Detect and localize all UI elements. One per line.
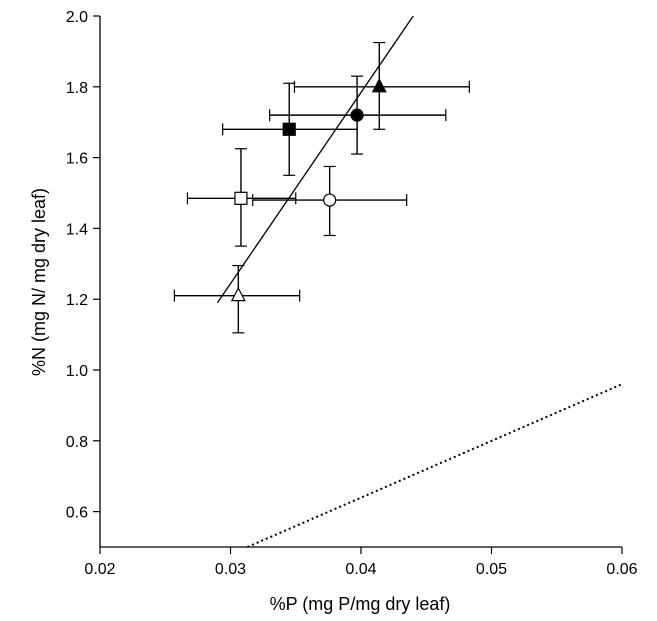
y-tick-label: 1.8 (66, 80, 88, 97)
y-tick-label: 1.6 (66, 151, 88, 168)
data-markers (230, 77, 387, 302)
x-axis: 0.02 0.03 0.04 0.05 0.06 (84, 547, 638, 578)
x-tick-label: 0.03 (215, 561, 246, 578)
trend-lines (216, 15, 623, 548)
dotted-reference-line (247, 383, 623, 548)
y-tick-label: 1.0 (66, 363, 88, 380)
filled-triangle-marker (371, 77, 387, 93)
error-bars (173, 41, 470, 334)
open-triangle-marker (230, 286, 246, 302)
y-tick-label: 2.0 (66, 9, 88, 26)
y-axis: 0.6 0.8 1.0 1.2 1.4 1.6 1.8 2.0 (66, 9, 100, 522)
x-axis-label: %P (mg P/mg dry leaf) (270, 594, 451, 614)
open-square-marker (234, 191, 248, 205)
y-tick-label: 0.6 (66, 505, 88, 522)
filled-square-marker (282, 122, 296, 136)
y-axis-label: %N (mg N/ mg dry leaf) (29, 188, 49, 376)
y-tick-label: 0.8 (66, 434, 88, 451)
y-tick-label: 1.4 (66, 221, 88, 238)
y-tick-label: 1.2 (66, 292, 88, 309)
x-tick-label: 0.04 (345, 561, 376, 578)
filled-circle-marker (350, 108, 364, 122)
plot-frame (99, 16, 622, 548)
open-circle-marker (323, 193, 337, 207)
regression-line (216, 15, 414, 304)
x-tick-label: 0.02 (84, 561, 115, 578)
x-tick-label: 0.05 (476, 561, 507, 578)
x-tick-label: 0.06 (606, 561, 637, 578)
